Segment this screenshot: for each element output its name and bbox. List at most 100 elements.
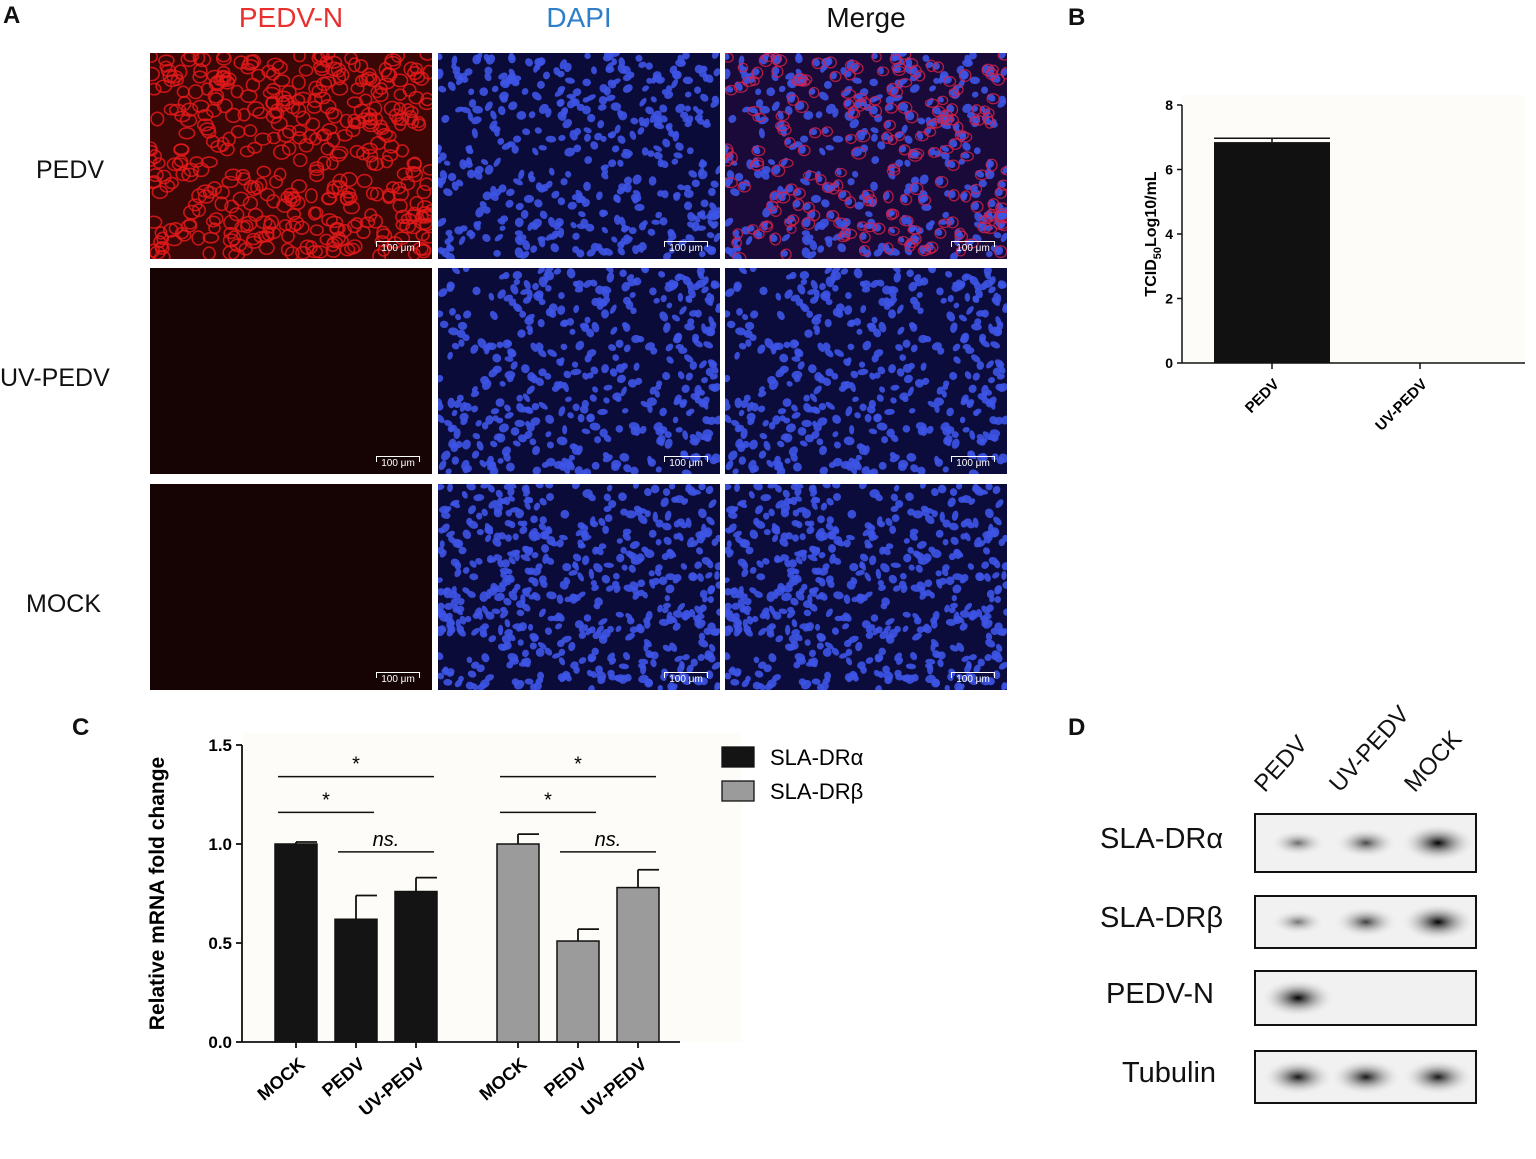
bar-sla-dra-pedv — [334, 918, 378, 1043]
band — [1334, 906, 1398, 938]
bar-sla-drb-pedv — [556, 940, 600, 1043]
band — [1401, 903, 1475, 941]
scale-bar-label: 100 μm — [956, 243, 990, 254]
y-tick-label: 0.0 — [208, 1033, 232, 1052]
scale-bar-line — [951, 672, 995, 678]
y-axis-label: Relative mRNA fold change — [146, 757, 169, 1030]
lane-label-mock: MOCK — [1399, 725, 1468, 798]
x-tick-label: MOCK — [476, 1054, 531, 1105]
band — [1261, 979, 1335, 1017]
x-tick-label: UV-PEDV — [577, 1054, 650, 1120]
y-tick-label: 8 — [1165, 97, 1173, 113]
scale-bar: 100 μm — [664, 672, 708, 686]
y-tick-label: 0.5 — [208, 934, 232, 953]
y-tick-label: 0 — [1165, 355, 1173, 371]
blot-sla-dr- — [1254, 813, 1477, 873]
micrograph-uv-pedv-pedv-n: 100 μm — [150, 268, 432, 474]
tcid50-bar-chart: 0 2 4 6 8 TCID50Log10/mL PEDV UV-PEDV — [1143, 95, 1525, 435]
scale-bar-label: 100 μm — [956, 674, 990, 685]
significance-label: ns. — [373, 829, 400, 851]
mrna-fold-change-chart: 0.0 0.5 1.0 1.5 Relative mRNA fold change MOC… — [146, 733, 864, 1120]
scale-bar: 100 μm — [951, 456, 995, 470]
micrograph-uv-pedv-dapi: 100 μm — [438, 268, 720, 474]
blot-label: PEDV-N — [1106, 978, 1214, 1010]
scale-bar-line — [664, 672, 708, 678]
blot-tubulin — [1254, 1050, 1477, 1104]
panel-letter-b: B — [1068, 4, 1086, 31]
row-label-mock: MOCK — [26, 590, 101, 618]
scale-bar-line — [951, 456, 995, 462]
significance-label: * — [322, 789, 330, 811]
scale-bar-label: 100 μm — [381, 674, 415, 685]
band — [1271, 909, 1325, 935]
micrograph-uv-pedv-merge: 100 μm — [725, 268, 1007, 474]
scale-bar-line — [951, 241, 995, 247]
x-tick-label: PEDV — [540, 1054, 590, 1101]
y-tick-label: 2 — [1165, 291, 1173, 307]
legend-swatch — [721, 746, 755, 768]
scale-bar-line — [376, 672, 420, 678]
significance-label: * — [352, 754, 360, 776]
bar-pedv — [1214, 142, 1330, 363]
y-tick-label: 4 — [1165, 226, 1173, 242]
bar-sla-drb-mock — [496, 843, 540, 1043]
legend-label: SLA-DRα — [770, 745, 864, 770]
scale-bar-label: 100 μm — [381, 458, 415, 469]
legend-label: SLA-DRβ — [770, 779, 863, 804]
micrograph-pedv-pedv-n: 100 μm — [150, 53, 432, 259]
micrograph-mock-dapi: 100 μm — [438, 484, 720, 690]
legend-swatch — [721, 780, 755, 802]
scale-bar: 100 μm — [376, 241, 420, 255]
lane-label-pedv: PEDV — [1249, 730, 1313, 798]
band — [1330, 1059, 1402, 1095]
scale-bar: 100 μm — [951, 672, 995, 686]
y-tick-label: 1.5 — [208, 736, 232, 755]
scale-bar-label: 100 μm — [669, 458, 703, 469]
bar-sla-dra-mock — [274, 843, 318, 1043]
blot-label: Tubulin — [1122, 1057, 1217, 1089]
row-label-pedv: PEDV — [36, 156, 105, 184]
band — [1270, 830, 1326, 856]
bar-sla-dra-uv-pedv — [394, 890, 438, 1043]
y-tick-label: 6 — [1165, 162, 1173, 178]
scale-bar-label: 100 μm — [669, 674, 703, 685]
column-header-pedv-n: PEDV-N — [238, 2, 344, 33]
scale-bar: 100 μm — [951, 241, 995, 255]
blot-sla-dr- — [1254, 895, 1477, 949]
scale-bar: 100 μm — [376, 672, 420, 686]
blot-label: SLA-DRα — [1100, 823, 1224, 855]
x-tick-label: PEDV — [1242, 376, 1283, 417]
column-header-merge: Merge — [826, 2, 906, 33]
band — [1262, 1059, 1334, 1095]
micrograph-pedv-merge: 100 μm — [725, 53, 1007, 259]
x-tick-label: UV-PEDV — [1372, 376, 1431, 435]
significance-label: ns. — [595, 829, 622, 851]
y-tick-label: 1.0 — [208, 835, 232, 854]
significance-label: * — [574, 754, 582, 776]
row-label-uv-pedv: UV-PEDV — [0, 364, 110, 392]
band — [1402, 1059, 1474, 1095]
scale-bar-line — [664, 456, 708, 462]
bar-sla-drb-uv-pedv — [616, 886, 660, 1043]
scale-bar-label: 100 μm — [669, 243, 703, 254]
panel-letter-c: C — [72, 714, 90, 741]
scale-bar: 100 μm — [664, 241, 708, 255]
panel-letter-d: D — [1068, 714, 1086, 741]
scale-bar-label: 100 μm — [381, 243, 415, 254]
y-axis-label: TCID50Log10/mL — [1143, 171, 1164, 296]
lane-label-uv-pedv: UV-PEDV — [1324, 700, 1415, 798]
micrograph-mock-pedv-n: 100 μm — [150, 484, 432, 690]
micrograph-pedv-dapi: 100 μm — [438, 53, 720, 259]
x-tick-label: UV-PEDV — [355, 1054, 428, 1120]
scale-bar: 100 μm — [664, 456, 708, 470]
scale-bar-line — [376, 241, 420, 247]
band — [1401, 824, 1475, 862]
blot-label: SLA-DRβ — [1100, 902, 1224, 934]
x-tick-label: PEDV — [318, 1054, 368, 1101]
scale-bar-label: 100 μm — [956, 458, 990, 469]
scale-bar-line — [664, 241, 708, 247]
x-tick-label: MOCK — [254, 1054, 309, 1105]
scale-bar-line — [376, 456, 420, 462]
scale-bar: 100 μm — [376, 456, 420, 470]
band — [1334, 827, 1398, 859]
